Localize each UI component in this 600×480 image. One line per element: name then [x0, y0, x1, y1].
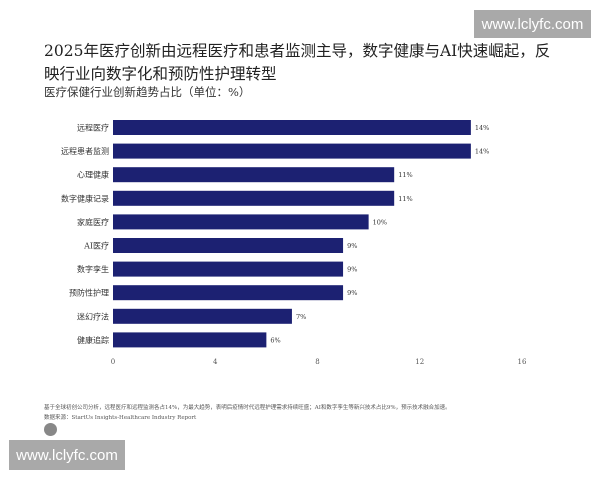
- bar: [113, 332, 267, 348]
- category-label: 健康追踪: [77, 335, 109, 345]
- category-label: 数字孪生: [77, 264, 109, 274]
- x-tick-label: 8: [315, 358, 319, 366]
- value-label: 14%: [475, 148, 489, 156]
- bar: [113, 308, 292, 324]
- logo: [44, 423, 57, 436]
- x-tick-label: 12: [415, 358, 424, 366]
- source-text: 数据来源：StartUs Insights-Healthcare Industr…: [44, 415, 197, 421]
- watermark: www.lclyfc.com: [474, 10, 591, 38]
- value-label: 14%: [475, 124, 489, 132]
- category-label: 预防性护理: [69, 288, 109, 298]
- bar: [113, 214, 369, 230]
- bar: [113, 261, 344, 277]
- value-label: 11%: [398, 195, 412, 203]
- value-label: 6%: [270, 336, 280, 344]
- category-label: 迷幻疗法: [77, 311, 109, 321]
- category-label: 远程医疗: [77, 123, 109, 133]
- chart-subtitle: 医疗保健行业创新趋势占比（单位：%）: [44, 85, 251, 99]
- x-tick-label: 4: [213, 358, 218, 366]
- footnote-text: 基于全球初创公司分析，远程医疗和远程监测各占14%，为最大趋势，表明后疫情时代远…: [44, 405, 451, 411]
- value-label: 9%: [347, 289, 357, 297]
- bar: [113, 120, 471, 135]
- category-label: 家庭医疗: [77, 217, 109, 227]
- category-label: 数字健康记录: [61, 193, 109, 203]
- value-label: 10%: [373, 218, 387, 226]
- bar: [113, 143, 471, 159]
- chart-title: 2025年医疗创新由远程医疗和患者监测主导，数字健康与AI快速崛起，反映行业向数…: [44, 42, 551, 83]
- bar: [113, 285, 344, 301]
- value-label: 7%: [296, 313, 306, 321]
- value-label: 9%: [347, 242, 357, 250]
- x-tick-label: 16: [518, 358, 527, 366]
- footnote: 基于全球初创公司分析，远程医疗和远程监测各占14%，为最大趋势，表明后疫情时代远…: [44, 403, 451, 423]
- watermark: www.lclyfc.com: [9, 440, 125, 470]
- value-label: 9%: [347, 266, 357, 274]
- category-label: AI医疗: [83, 241, 109, 251]
- bar: [113, 190, 395, 206]
- bar: [113, 238, 344, 253]
- value-label: 11%: [398, 171, 412, 179]
- bar: [113, 167, 395, 183]
- x-tick-label: 0: [111, 358, 115, 366]
- category-label: 远程患者监测: [61, 146, 109, 156]
- logo-icon: [44, 423, 57, 436]
- category-label: 心理健康: [77, 170, 109, 180]
